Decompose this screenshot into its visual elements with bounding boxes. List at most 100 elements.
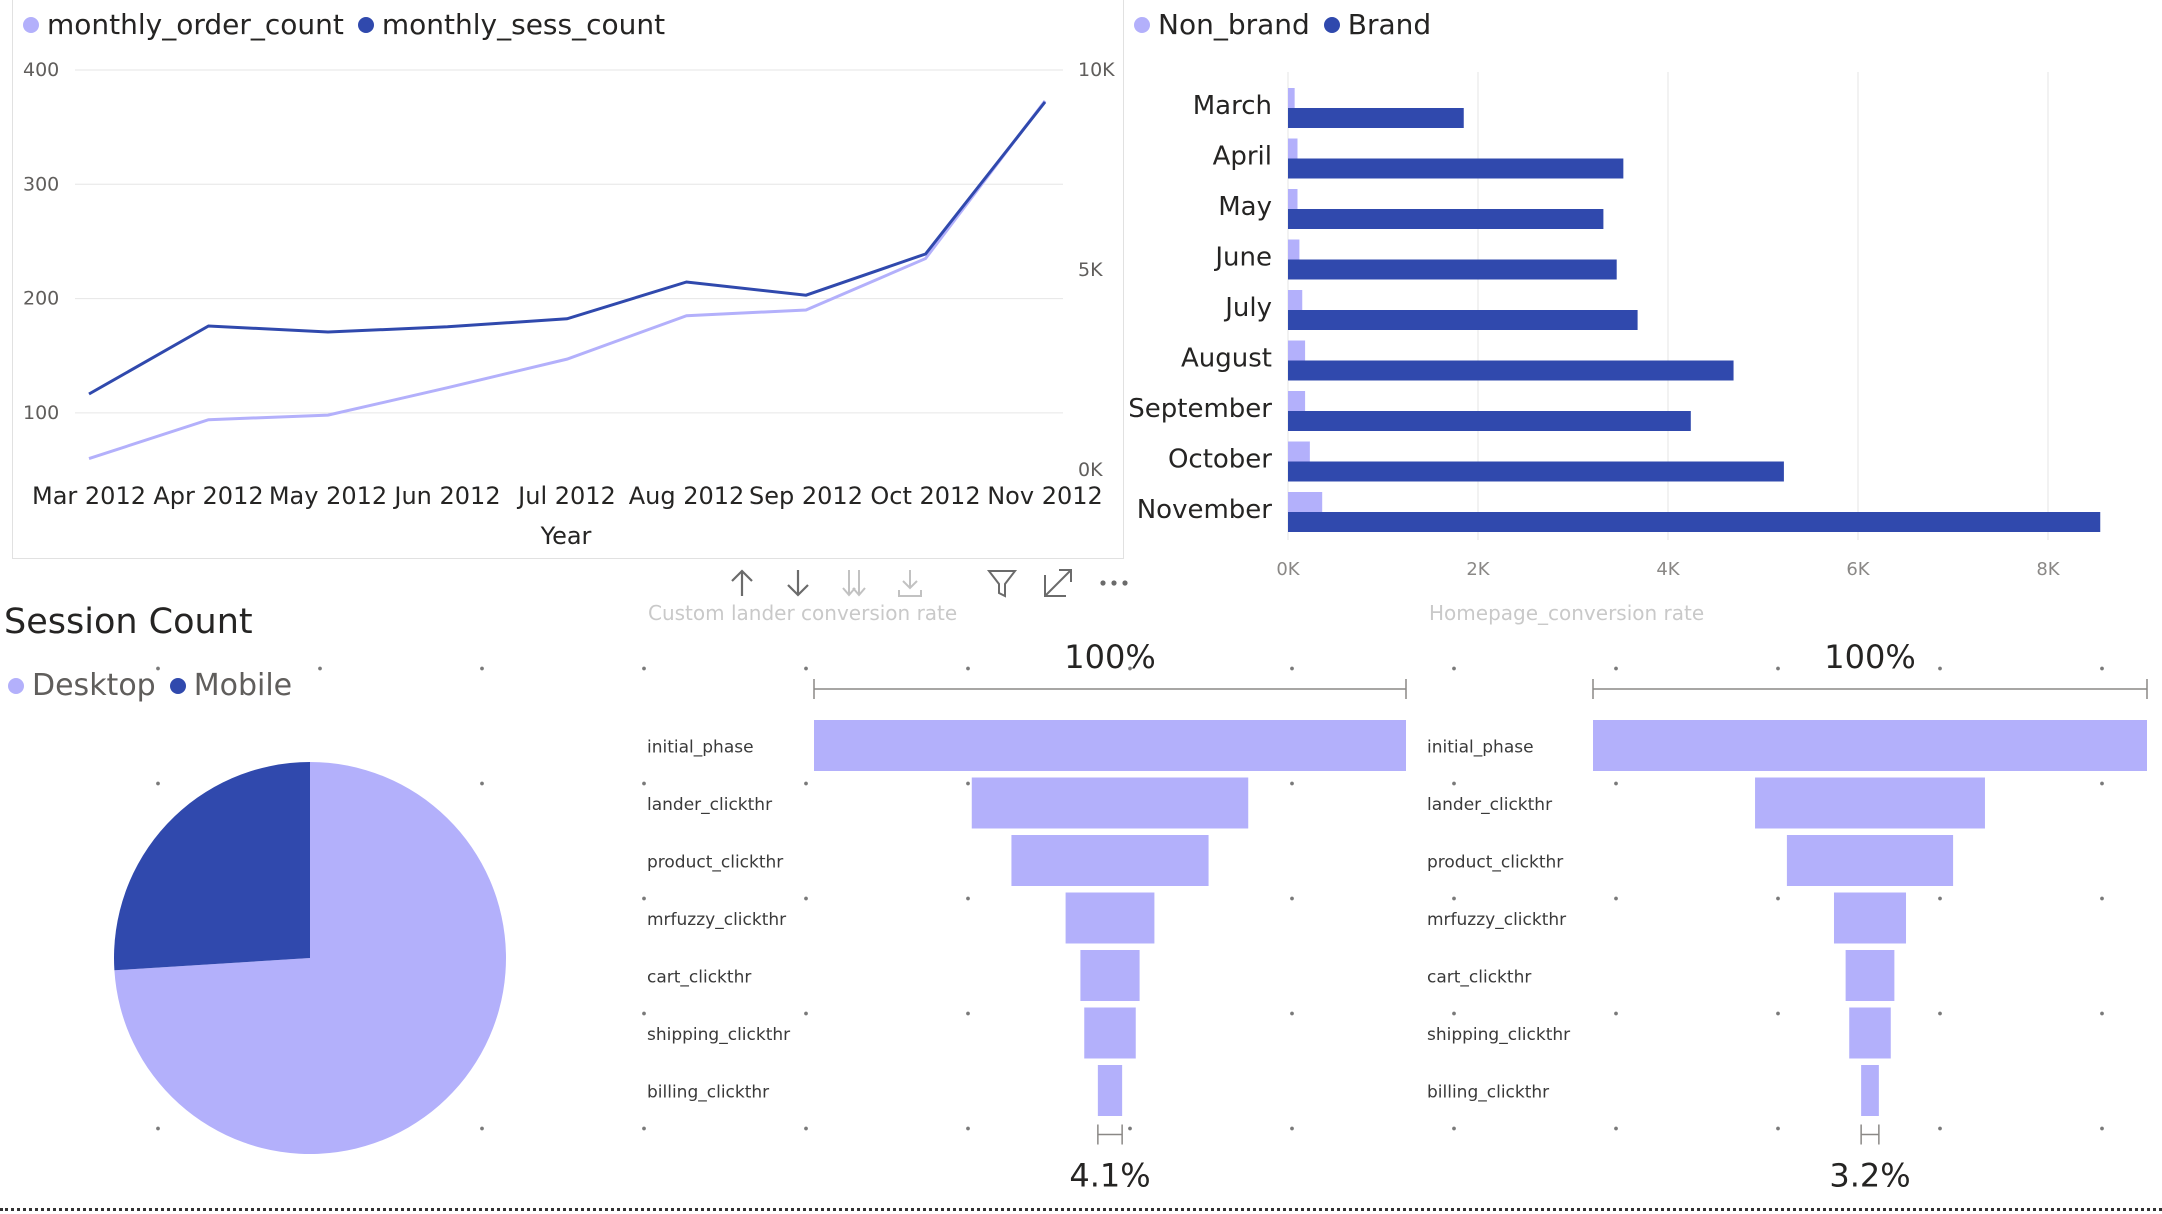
category-label: November [1137, 495, 1273, 525]
funnel-bar [1845, 950, 1895, 1001]
funnel-stage-label: initial_phase [647, 738, 754, 758]
bar-non-brand [1288, 290, 1303, 310]
funnel-top-label: 100% [1824, 638, 1915, 676]
funnel-stage-label: mrfuzzy_clickthr [1427, 910, 1566, 930]
funnel-bar [1011, 835, 1209, 886]
funnel-bar [1861, 1065, 1879, 1116]
bar-brand [1288, 512, 2101, 532]
funnel-bottom-label: 3.2% [1829, 1157, 1910, 1195]
bar-chart-legend: Non_brand Brand [1134, 8, 1445, 41]
y-left-tick-label: 100 [23, 402, 59, 424]
funnel-bar [814, 720, 1406, 771]
legend-item-mobile[interactable]: Mobile [169, 668, 293, 703]
line-chart-visual[interactable]: monthly_order_count monthly_sess_count 1… [12, 0, 1124, 559]
pie-chart-legend: Desktop Mobile [8, 668, 306, 703]
funnel-stage-label: shipping_clickthr [1427, 1025, 1570, 1045]
page-bottom-border [0, 1208, 2162, 1211]
more-options-icon[interactable] [1097, 566, 1131, 600]
homepage-funnel[interactable]: 100% initial_phase lander_clickthr product_… [1420, 630, 2150, 1210]
x-tick-label: Jul 2012 [516, 482, 616, 510]
category-label: October [1168, 445, 1272, 475]
arrow-up-icon[interactable] [725, 566, 759, 600]
filter-icon[interactable] [985, 566, 1019, 600]
funnel-stage-label: cart_clickthr [647, 968, 751, 988]
bar-non-brand [1288, 88, 1295, 108]
custom-lander-funnel[interactable]: 100% initial_phase lander_clickthr product_… [640, 630, 1420, 1210]
pie-slice-mobile [114, 762, 310, 971]
focus-mode-icon[interactable] [1041, 566, 1075, 600]
bar-non-brand [1288, 391, 1306, 411]
legend-item-desktop[interactable]: Desktop [8, 668, 156, 703]
x-axis-title: Year [540, 522, 592, 550]
bar-non-brand [1288, 189, 1298, 209]
bar-brand [1288, 259, 1617, 280]
category-label: September [1128, 394, 1272, 424]
arrow-down-icon[interactable] [781, 566, 815, 600]
x-tick-label: Aug 2012 [629, 482, 745, 510]
x-tick-label: Sep 2012 [749, 482, 863, 510]
line-chart-plot: 100 200 300 400 0K 5K 10K Mar 2012 Apr 2012 May 2… [23, 59, 1115, 550]
bar-chart-visual[interactable]: Non_brand Brand 0K 2K 4K 6K 8K March April May J… [1124, 0, 2162, 625]
series-line-monthly-sess-count [88, 101, 1047, 396]
pie-chart-title: Session Count [4, 602, 253, 642]
y-left-tick-label: 200 [23, 288, 59, 310]
y-right-tick-label: 5K [1078, 259, 1103, 281]
bar-non-brand [1288, 340, 1306, 361]
line-chart-legend: monthly_order_count monthly_sess_count [23, 8, 679, 41]
funnel-stage-label: shipping_clickthr [647, 1025, 790, 1045]
funnel-stage-label: mrfuzzy_clickthr [647, 910, 786, 930]
series-line-monthly-order-count [88, 99, 1047, 460]
bar-brand [1288, 158, 1624, 179]
legend-item-brand[interactable]: Brand [1323, 8, 1432, 41]
expand-hierarchy-icon[interactable] [893, 566, 927, 600]
x-tick-label: 6K [1846, 559, 1870, 580]
category-label: July [1223, 293, 1272, 323]
x-tick-label: Apr 2012 [153, 482, 263, 510]
bar-non-brand [1288, 239, 1300, 260]
bar-brand [1288, 411, 1691, 431]
legend-marker [169, 677, 186, 694]
double-arrow-down-icon[interactable] [837, 566, 871, 600]
legend-label: Mobile [193, 668, 293, 703]
legend-marker [8, 677, 24, 694]
funnel-stage-label: billing_clickthr [1427, 1083, 1549, 1103]
legend-label: Non_brand [1158, 8, 1310, 41]
visual-header-toolbar [725, 566, 1131, 600]
y-left-tick-label: 300 [23, 173, 59, 195]
funnel-bar [1593, 720, 2147, 771]
funnel-stage-label: cart_clickthr [1427, 968, 1531, 988]
funnel-bar [1849, 1007, 1891, 1059]
category-label: March [1193, 91, 1272, 121]
x-tick-label: May 2012 [269, 482, 387, 510]
category-label: April [1213, 142, 1272, 172]
legend-label: Brand [1347, 8, 1432, 41]
x-tick-label: Mar 2012 [32, 482, 146, 510]
y-right-tick-label: 10K [1078, 59, 1115, 81]
bar-brand [1288, 310, 1638, 330]
funnel-bar [1755, 777, 1985, 829]
bar-non-brand [1288, 441, 1310, 462]
homepage-funnel-title: Homepage_conversion rate [1429, 601, 1705, 625]
bar-chart-plot: 0K 2K 4K 6K 8K March April May June July August Sep… [1128, 72, 2101, 580]
x-tick-label: 2K [1466, 559, 1490, 580]
funnel-stage-label: initial_phase [1427, 738, 1534, 758]
pie-chart-plot [114, 762, 506, 1154]
x-tick-label: 4K [1656, 559, 1680, 580]
x-tick-label: Oct 2012 [870, 482, 980, 510]
y-left-tick-label: 400 [23, 59, 59, 81]
funnel-stage-label: product_clickthr [647, 853, 783, 873]
category-label: August [1181, 344, 1272, 374]
funnel-bar [1786, 835, 1954, 886]
category-label: June [1213, 243, 1272, 273]
legend-item-monthly-order-count[interactable]: monthly_order_count [23, 8, 344, 41]
funnel-bar [971, 777, 1249, 829]
bar-brand [1288, 360, 1734, 381]
y-right-tick-label: 0K [1078, 459, 1103, 481]
legend-item-monthly-sess-count[interactable]: monthly_sess_count [357, 8, 666, 41]
x-tick-label: 8K [2036, 559, 2060, 580]
funnel-stage-label: lander_clickthr [647, 795, 772, 815]
x-tick-label: 0K [1276, 559, 1300, 580]
legend-label: monthly_sess_count [381, 8, 666, 41]
legend-marker [357, 16, 374, 33]
legend-item-non-brand[interactable]: Non_brand [1134, 8, 1310, 41]
